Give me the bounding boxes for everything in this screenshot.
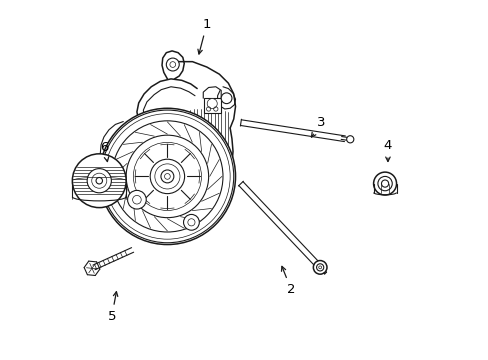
Circle shape [72,154,126,208]
Circle shape [87,168,111,193]
Circle shape [96,177,102,184]
Circle shape [166,58,179,71]
Text: 5: 5 [107,292,118,323]
Circle shape [346,136,353,143]
Circle shape [207,99,217,109]
Circle shape [183,215,199,230]
Circle shape [150,159,184,194]
Circle shape [161,170,174,183]
Circle shape [221,93,231,104]
Circle shape [99,108,235,244]
Text: 6: 6 [100,141,109,162]
Circle shape [381,180,388,187]
Circle shape [373,172,396,195]
Circle shape [316,264,323,271]
Text: 4: 4 [383,139,391,162]
Text: 1: 1 [198,18,211,54]
Circle shape [127,190,146,209]
Text: 2: 2 [281,266,295,296]
Bar [203,98,221,113]
Circle shape [313,261,326,274]
Text: 3: 3 [311,116,325,137]
